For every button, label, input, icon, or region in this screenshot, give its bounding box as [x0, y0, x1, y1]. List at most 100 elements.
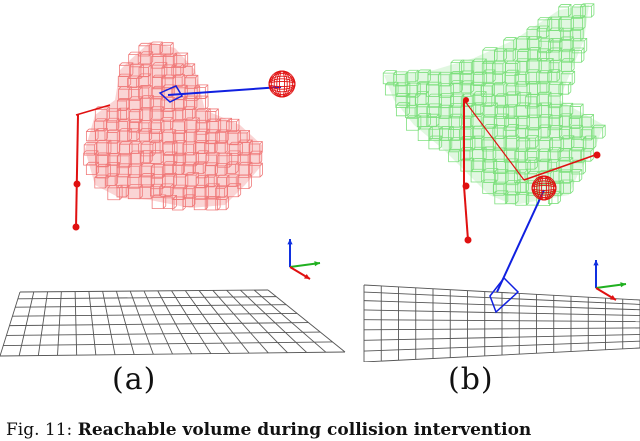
volume-voxel — [493, 135, 507, 150]
axis-y-arrow-head — [314, 261, 320, 267]
volume-voxel — [482, 69, 496, 83]
axis-z-arrow-head — [287, 239, 293, 245]
volume-voxel — [505, 82, 519, 96]
volume-voxel — [150, 183, 163, 197]
grid-line — [37, 291, 49, 356]
volume-voxel — [184, 151, 199, 167]
volume-voxel — [94, 118, 107, 131]
volume-voxel — [149, 41, 163, 55]
joint-b-2 — [464, 236, 472, 244]
volume-voxel — [163, 194, 177, 209]
volume-voxel — [527, 47, 541, 61]
volume-voxel — [140, 141, 156, 157]
grid-line — [143, 290, 173, 355]
gripper-b — [489, 276, 520, 314]
coordinate-axes-a — [287, 239, 321, 280]
volume-voxel — [161, 84, 175, 98]
volume-voxel — [548, 59, 562, 73]
sphere-wire — [268, 78, 296, 90]
volume-voxel — [525, 69, 540, 84]
volume-voxel — [559, 126, 573, 140]
volume-voxel — [182, 194, 196, 207]
volume-voxel — [450, 80, 463, 93]
sphere-wire — [268, 73, 296, 95]
volume-voxel — [569, 147, 585, 163]
grid-line — [363, 300, 640, 311]
volume-voxel — [580, 3, 595, 18]
sphere-wire — [268, 80, 296, 88]
panel-a-scene — [0, 41, 346, 357]
grid-line — [0, 351, 346, 357]
volume-voxel — [138, 128, 153, 142]
grid-line — [102, 291, 116, 355]
volume-voxel — [182, 185, 196, 200]
reachable-volume-b — [382, 3, 606, 207]
volume-voxel — [248, 141, 263, 156]
volume-voxel — [172, 107, 186, 122]
volume-voxel — [139, 184, 155, 199]
volume-voxel — [160, 42, 174, 56]
volume-voxel — [459, 147, 473, 160]
grid-line — [74, 291, 78, 356]
grid-line — [17, 296, 277, 300]
floor-grid-a — [0, 289, 346, 357]
caption-figure-number: Fig. 11: — [6, 420, 73, 440]
axis-z-arrow-head — [593, 260, 599, 266]
volume-voxel — [569, 47, 585, 63]
grid-line — [9, 322, 309, 327]
panel-a — [0, 0, 350, 362]
panel-b-scene — [363, 3, 640, 362]
volume-voxel — [471, 102, 484, 115]
panel-b-label: (b) — [448, 362, 494, 397]
volume-voxel — [116, 184, 130, 198]
volume-voxel — [471, 158, 486, 172]
volume-voxel — [171, 184, 187, 200]
axis-x-arrow-head — [304, 273, 310, 279]
volume-voxel — [569, 124, 583, 139]
volume-voxel — [558, 16, 574, 32]
coordinate-axes-b — [593, 260, 627, 301]
volume-voxel — [558, 4, 572, 18]
gripper-a — [158, 85, 184, 103]
volume-voxel — [549, 137, 565, 153]
joint-a-1 — [73, 180, 81, 188]
joint-b-3 — [593, 151, 601, 159]
volume-voxel — [438, 71, 453, 86]
arm-link-a-1 — [75, 114, 79, 229]
grid-line — [116, 291, 135, 355]
arm-link-a-2 — [75, 104, 111, 116]
sphere-wire — [278, 70, 286, 98]
volume-voxel — [215, 185, 228, 198]
volume-voxel — [395, 102, 410, 117]
grid-line — [363, 327, 640, 331]
volume-voxel — [194, 184, 209, 200]
floor-grid-b — [363, 284, 640, 362]
volume-voxel — [204, 162, 218, 176]
volume-voxel — [160, 183, 174, 197]
volume-voxel — [495, 93, 509, 107]
volume-voxel — [558, 81, 572, 95]
grid-line — [57, 291, 62, 356]
volume-voxel — [505, 124, 519, 137]
volume-voxel — [139, 150, 153, 164]
grid-line — [6, 331, 321, 336]
volume-voxel — [204, 140, 218, 154]
volume-voxel — [470, 168, 485, 183]
volume-voxel — [152, 62, 168, 78]
target-sphere-b — [531, 175, 557, 201]
volume-voxel — [226, 161, 239, 174]
volume-voxel — [150, 174, 166, 190]
volume-voxel — [150, 150, 165, 164]
volume-voxel — [237, 174, 252, 190]
grid-line — [88, 291, 97, 355]
end-effector-link-a — [167, 86, 282, 96]
sphere-wire — [276, 70, 288, 98]
volume-voxel — [151, 85, 165, 99]
arm-link-b-3 — [463, 99, 525, 181]
volume-voxel — [149, 129, 163, 143]
volume-voxel — [516, 36, 531, 51]
volume-voxel — [384, 81, 399, 96]
volume-voxel — [129, 108, 144, 123]
volume-voxel — [127, 163, 143, 178]
grid-line — [0, 291, 21, 357]
